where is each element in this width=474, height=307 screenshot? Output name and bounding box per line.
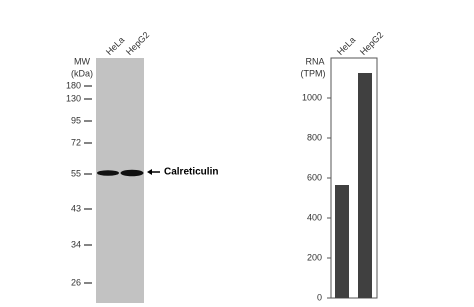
mw-marker: 95 (71, 115, 81, 125)
bar (358, 73, 372, 298)
band (120, 169, 144, 177)
y-tick-label: 0 (317, 292, 322, 302)
bar (335, 185, 349, 298)
mw-marker: 72 (71, 137, 81, 147)
y-tick-label: 800 (307, 132, 322, 142)
mw-title: MW (74, 56, 90, 66)
mw-marker: 43 (71, 203, 81, 213)
chart-title: RNA (305, 56, 324, 66)
band-label: Calreticulin (164, 167, 218, 178)
band (97, 170, 119, 176)
mw-unit: (kDa) (71, 68, 93, 78)
chart-subtitle: (TPM) (301, 68, 326, 78)
lane-label: HepG2 (124, 30, 151, 57)
lane-label: HeLa (104, 35, 126, 57)
blot-membrane (96, 58, 144, 303)
y-tick-label: 400 (307, 212, 322, 222)
mw-marker: 55 (71, 168, 81, 178)
arrow-head (147, 169, 152, 175)
mw-marker: 34 (71, 239, 81, 249)
mw-marker: 130 (66, 93, 81, 103)
y-tick-label: 1000 (302, 92, 322, 102)
y-tick-label: 200 (307, 252, 322, 262)
mw-marker: 26 (71, 277, 81, 287)
y-tick-label: 600 (307, 172, 322, 182)
x-tick-label: HeLa (335, 35, 357, 57)
mw-marker: 180 (66, 80, 81, 90)
x-tick-label: HepG2 (358, 30, 385, 57)
